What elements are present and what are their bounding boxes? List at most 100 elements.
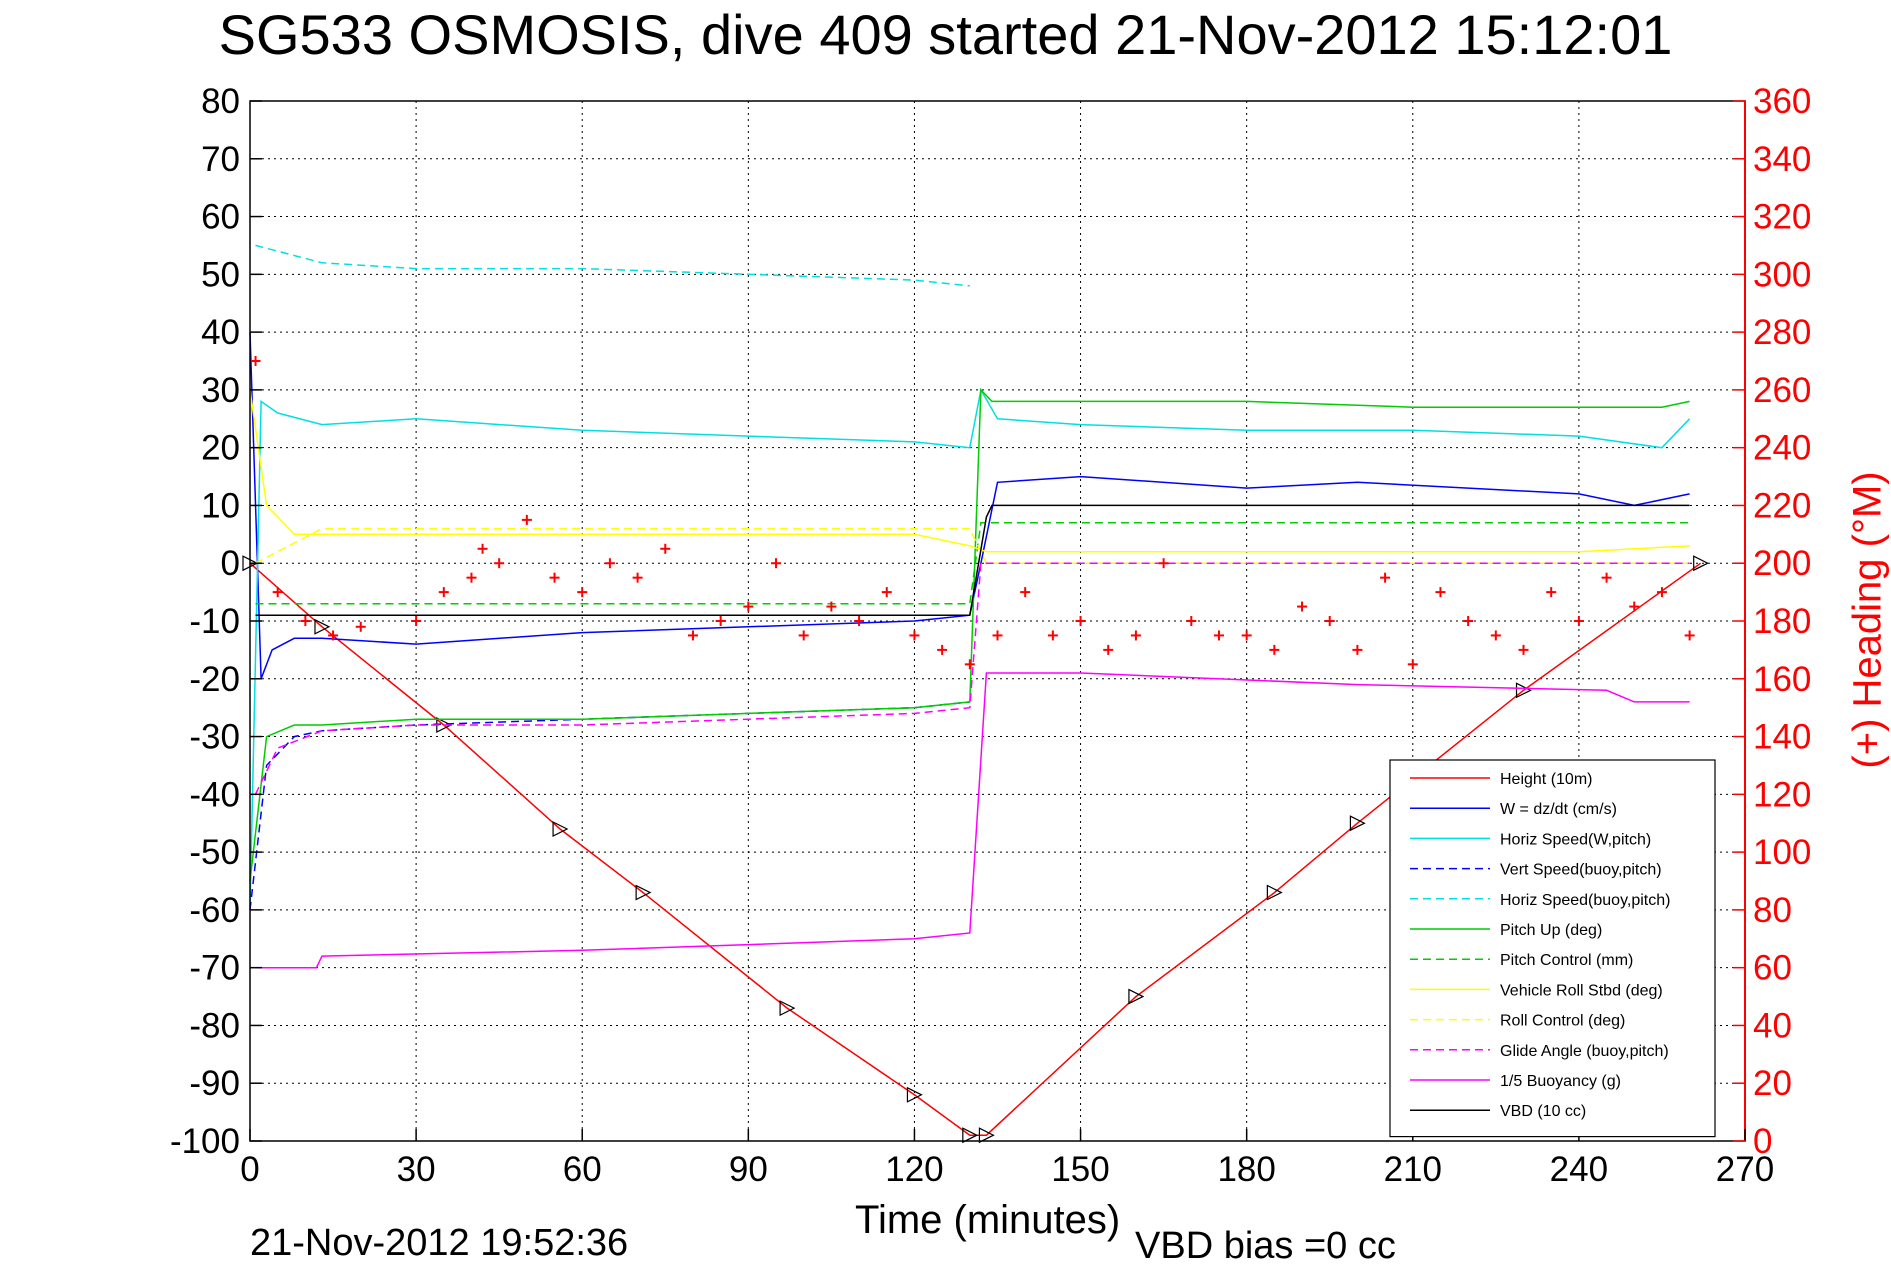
series-line-6	[255, 522, 1690, 605]
height-marker-6	[906, 1086, 923, 1103]
y-tick-label-0: 80	[201, 82, 240, 121]
heading-marker-12	[577, 587, 588, 598]
legend: Height (10m) W = dz/dt (cm/s) Horiz Speed(…	[1389, 759, 1716, 1138]
heading-marker-47	[1546, 587, 1557, 598]
x-tick-label-6: 180	[1217, 1150, 1275, 1189]
series-line-10	[255, 672, 1690, 969]
y2-tick-label-18: 0	[1753, 1122, 1772, 1161]
y-tick-label-3: 50	[201, 255, 240, 294]
series-line-4	[255, 244, 970, 287]
y-tick-label-5: 30	[201, 371, 240, 410]
series-line-0	[249, 562, 1702, 1136]
heading-marker-49	[1601, 572, 1612, 583]
y2-tick-label-14: 80	[1753, 891, 1792, 930]
y-tick-label-1: 70	[201, 140, 240, 179]
y-tick-label-16: -80	[189, 1006, 240, 1045]
series-line-1	[249, 332, 1690, 680]
x-tick-label-1: 30	[397, 1150, 436, 1189]
height-marker-11	[1349, 815, 1366, 832]
heading-marker-22	[854, 616, 865, 626]
heading-marker-15	[660, 543, 671, 554]
y2-tick-label-6: 240	[1753, 429, 1811, 468]
legend-label-5: Pitch Up (deg)	[1500, 922, 1602, 939]
heading-marker-19	[771, 558, 782, 569]
x-tick-label-8: 240	[1550, 1150, 1608, 1189]
heading-marker-21	[826, 601, 837, 612]
y2-tick-label-1: 340	[1753, 140, 1811, 179]
heading-marker-42	[1407, 659, 1418, 670]
legend-label-4: Horiz Speed(buoy,pitch)	[1500, 892, 1670, 909]
height-marker-3	[552, 821, 569, 837]
heading-marker-5	[411, 616, 422, 626]
heading-marker-44	[1463, 616, 1474, 626]
height-marker-9	[1128, 988, 1145, 1005]
y-tick-label-11: -30	[189, 718, 240, 757]
heading-markers	[250, 356, 1695, 670]
y2-tick-label-8: 200	[1753, 544, 1811, 583]
y2-tick-label-11: 140	[1753, 718, 1811, 757]
height-marker-10	[1266, 884, 1283, 901]
heading-marker-1	[272, 587, 283, 598]
heading-marker-16	[687, 630, 698, 641]
y2-tick-label-13: 100	[1753, 833, 1811, 872]
y-tick-label-9: -10	[189, 602, 240, 641]
x-tick-label-0: 0	[240, 1150, 259, 1189]
y-tick-label-17: -90	[189, 1064, 240, 1103]
height-marker-12	[1515, 682, 1532, 699]
heading-marker-20	[798, 630, 809, 641]
heading-marker-28	[1020, 587, 1031, 598]
y-axis-ticks: 80 70 60 50 40 30 20 10 0 -10 -20 -30 -40 -50 -60 -70 -8…	[170, 82, 262, 1161]
heading-marker-10	[521, 514, 532, 525]
y2-axis-ticks: 3603403203002802602402202001801601401201…	[1733, 82, 1811, 1161]
x-tick-label-9: 270	[1716, 1150, 1774, 1189]
y-tick-label-12: -40	[189, 775, 240, 814]
y-tick-label-4: 40	[201, 313, 240, 352]
heading-marker-50	[1629, 601, 1640, 612]
heading-marker-40	[1352, 644, 1363, 655]
heading-marker-46	[1518, 644, 1529, 655]
heading-marker-30	[1075, 616, 1086, 626]
series-line-5	[249, 388, 1690, 882]
heading-marker-0	[250, 356, 261, 366]
heading-marker-3	[328, 630, 339, 641]
series-line-11	[255, 504, 1690, 616]
y-tick-label-2: 60	[201, 198, 240, 237]
heading-marker-8	[477, 543, 488, 554]
heading-marker-25	[937, 644, 948, 655]
chart-title: SG533 OSMOSIS, dive 409 started 21-Nov-2…	[218, 3, 1673, 66]
legend-label-7: Vehicle Roll Stbd (deg)	[1500, 982, 1663, 999]
series-line-9	[254, 562, 1690, 795]
heading-marker-6	[438, 587, 449, 598]
height-marker-13	[1693, 555, 1710, 572]
heading-marker-9	[494, 558, 505, 569]
heading-marker-17	[715, 616, 726, 626]
y-tick-label-10: -20	[189, 660, 240, 699]
height-marker-4	[635, 884, 652, 901]
y2-tick-label-5: 260	[1753, 371, 1811, 410]
heading-marker-33	[1158, 558, 1169, 569]
heading-marker-41	[1380, 572, 1391, 583]
y2-tick-label-0: 360	[1753, 82, 1811, 121]
heading-marker-23	[881, 587, 892, 598]
heading-marker-2	[300, 616, 311, 626]
x-tick-label-5: 150	[1051, 1150, 1109, 1189]
y2-tick-label-15: 60	[1753, 949, 1792, 988]
y2-tick-label-3: 300	[1753, 255, 1811, 294]
y2-tick-label-4: 280	[1753, 313, 1811, 352]
series-line-2	[249, 387, 1691, 910]
heading-marker-39	[1324, 616, 1335, 626]
series-layer	[242, 244, 1710, 1144]
heading-marker-45	[1490, 630, 1501, 641]
heading-marker-37	[1269, 644, 1280, 655]
height-marker-8	[978, 1127, 995, 1144]
y-tick-label-7: 10	[201, 486, 240, 525]
heading-marker-11	[549, 572, 560, 583]
legend-label-1: W = dz/dt (cm/s)	[1500, 801, 1617, 818]
series-line-7	[249, 389, 1690, 553]
legend-label-10: 1/5 Buoyancy (g)	[1500, 1073, 1621, 1090]
heading-marker-52	[1684, 630, 1695, 641]
legend-label-9: Glide Angle (buoy,pitch)	[1500, 1043, 1669, 1060]
heading-marker-32	[1130, 630, 1141, 641]
y2-tick-label-16: 40	[1753, 1006, 1792, 1045]
